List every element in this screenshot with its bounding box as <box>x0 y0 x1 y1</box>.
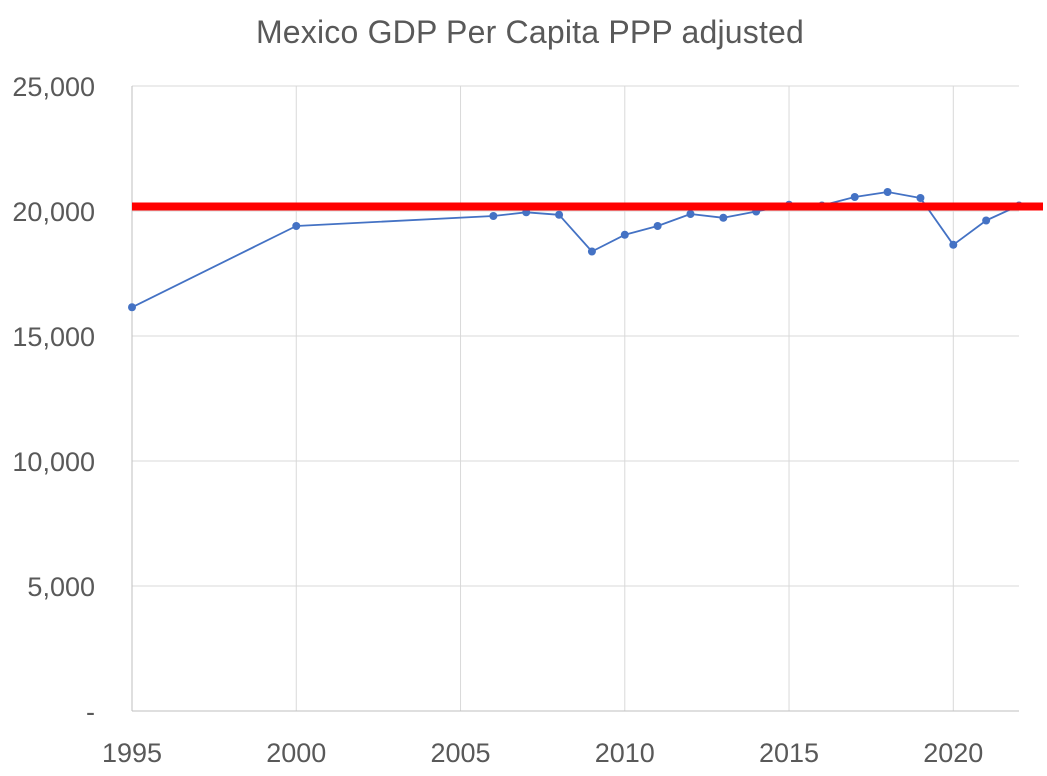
x-tick-label: 2005 <box>430 738 490 768</box>
gridlines <box>132 85 1019 711</box>
x-tick-label: 2020 <box>923 738 983 768</box>
y-axis-tick-labels: - 5,000 10,000 15,000 20,000 25,000 <box>12 72 95 727</box>
data-point <box>587 247 596 256</box>
data-point <box>555 210 564 219</box>
x-tick-label: 2000 <box>266 738 326 768</box>
y-tick-label: 20,000 <box>12 197 95 227</box>
data-point <box>719 213 728 222</box>
y-tick-label: - <box>86 697 95 727</box>
axes <box>131 86 1019 712</box>
x-tick-label: 1995 <box>102 738 162 768</box>
data-point <box>949 240 958 249</box>
y-tick-label: 5,000 <box>27 572 95 602</box>
data-point <box>850 193 859 201</box>
data-point <box>916 194 925 202</box>
data-point <box>489 212 498 220</box>
x-axis-tick-labels: 1995 2000 2005 2010 2015 2020 <box>102 738 983 768</box>
y-tick-label: 25,000 <box>12 72 95 102</box>
x-tick-label: 2010 <box>595 738 655 768</box>
data-point <box>982 216 991 225</box>
data-point <box>292 222 301 230</box>
x-tick-label: 2015 <box>759 738 819 768</box>
chart-title: Mexico GDP Per Capita PPP adjusted <box>255 14 805 50</box>
y-tick-label: 10,000 <box>12 447 95 477</box>
data-point <box>686 210 695 218</box>
data-point <box>883 188 892 196</box>
data-point <box>128 303 136 312</box>
data-point <box>620 230 629 239</box>
data-point <box>653 222 662 230</box>
y-tick-label: 15,000 <box>12 322 95 352</box>
